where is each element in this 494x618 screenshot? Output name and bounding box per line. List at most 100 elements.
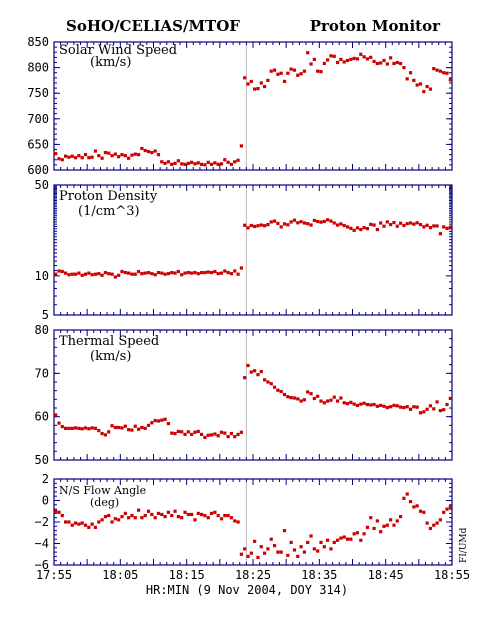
- data-point: [136, 269, 141, 274]
- panel-unit: (km/s): [90, 349, 131, 364]
- data-point: [292, 218, 297, 222]
- data-point: [216, 162, 220, 166]
- data-point: [143, 148, 147, 153]
- data-point: [190, 271, 194, 275]
- data-point: [156, 270, 161, 275]
- data-point: [435, 400, 439, 404]
- data-point: [243, 76, 247, 80]
- data-point: [339, 396, 343, 400]
- data-point: [332, 540, 336, 545]
- data-point: [120, 515, 124, 519]
- panel-title: Proton Density: [59, 189, 158, 204]
- data-point: [438, 518, 442, 522]
- data-point: [269, 537, 273, 541]
- data-point: [143, 271, 147, 275]
- x-tick-labels: 17:55 18:05 18:15 18:25 18:35 18:45 18:55: [36, 568, 470, 582]
- data-point: [402, 223, 406, 228]
- data-point: [352, 228, 356, 232]
- data-point: [163, 272, 167, 276]
- data-point: [362, 532, 366, 536]
- data-point: [90, 155, 94, 159]
- data-point: [163, 161, 167, 165]
- data-point: [448, 225, 452, 229]
- data-point: [319, 540, 323, 545]
- data-point: [83, 426, 88, 430]
- data-point: [345, 402, 350, 406]
- data-point: [160, 160, 164, 164]
- data-point: [365, 57, 370, 61]
- data-point: [107, 151, 111, 155]
- data-point: [352, 56, 356, 60]
- data-point: [442, 408, 446, 412]
- data-point: [130, 272, 134, 276]
- data-point: [199, 512, 204, 517]
- data-point: [263, 378, 267, 382]
- data-point: [372, 59, 376, 64]
- data-point: [266, 78, 270, 82]
- y-tick-label: 650: [27, 137, 49, 151]
- data-point: [87, 427, 91, 431]
- data-point: [233, 519, 237, 523]
- data-point: [70, 272, 74, 276]
- data-point: [146, 149, 151, 154]
- data-point: [329, 54, 333, 58]
- data-point: [269, 69, 273, 73]
- data-point: [203, 163, 207, 167]
- data-point: [408, 221, 413, 225]
- data-point: [302, 398, 307, 402]
- data-point: [153, 273, 157, 277]
- data-point: [408, 71, 413, 75]
- data-point: [199, 270, 204, 275]
- data-point: [70, 426, 74, 430]
- data-point: [206, 160, 210, 164]
- data-point: [140, 272, 144, 276]
- data-point: [136, 427, 141, 431]
- data-point: [292, 396, 297, 400]
- data-point: [392, 403, 396, 407]
- data-point: [226, 435, 230, 439]
- y-tick-label: 70: [35, 366, 49, 380]
- data-point: [70, 154, 74, 158]
- data-point: [405, 405, 409, 409]
- data-point: [289, 540, 293, 545]
- data-point: [127, 428, 131, 432]
- data-point: [342, 223, 346, 228]
- data-point: [266, 222, 270, 227]
- data-point: [296, 554, 300, 558]
- data-point: [103, 515, 108, 519]
- data-point: [345, 225, 350, 229]
- data-point: [186, 161, 190, 165]
- x-tick-label: 18:55: [434, 568, 470, 582]
- data-point: [246, 82, 250, 86]
- data-point: [395, 404, 399, 408]
- data-point: [226, 513, 230, 518]
- panel-unit: (1/cm^3): [78, 204, 140, 219]
- data-point: [190, 512, 194, 517]
- data-point: [256, 555, 260, 560]
- data-point: [196, 161, 200, 165]
- data-point: [156, 419, 161, 423]
- data-point: [302, 550, 307, 554]
- data-point: [113, 425, 117, 430]
- data-point: [246, 554, 250, 558]
- data-point: [412, 78, 416, 82]
- data-point: [286, 395, 290, 399]
- data-point: [186, 270, 190, 275]
- data-point: [442, 510, 446, 514]
- data-point: [259, 370, 263, 374]
- data-point: [249, 79, 253, 84]
- data-point: [432, 407, 436, 411]
- data-point: [448, 396, 452, 401]
- data-point: [123, 511, 127, 515]
- data-point: [276, 550, 280, 554]
- data-point: [97, 272, 101, 276]
- data-point: [146, 270, 151, 275]
- data-point: [379, 403, 383, 407]
- data-point: [100, 518, 104, 522]
- data-point: [133, 152, 137, 156]
- data-point: [365, 226, 370, 231]
- data-point: [213, 161, 217, 165]
- y-tick-label: −6: [35, 558, 49, 572]
- data-point: [345, 537, 350, 541]
